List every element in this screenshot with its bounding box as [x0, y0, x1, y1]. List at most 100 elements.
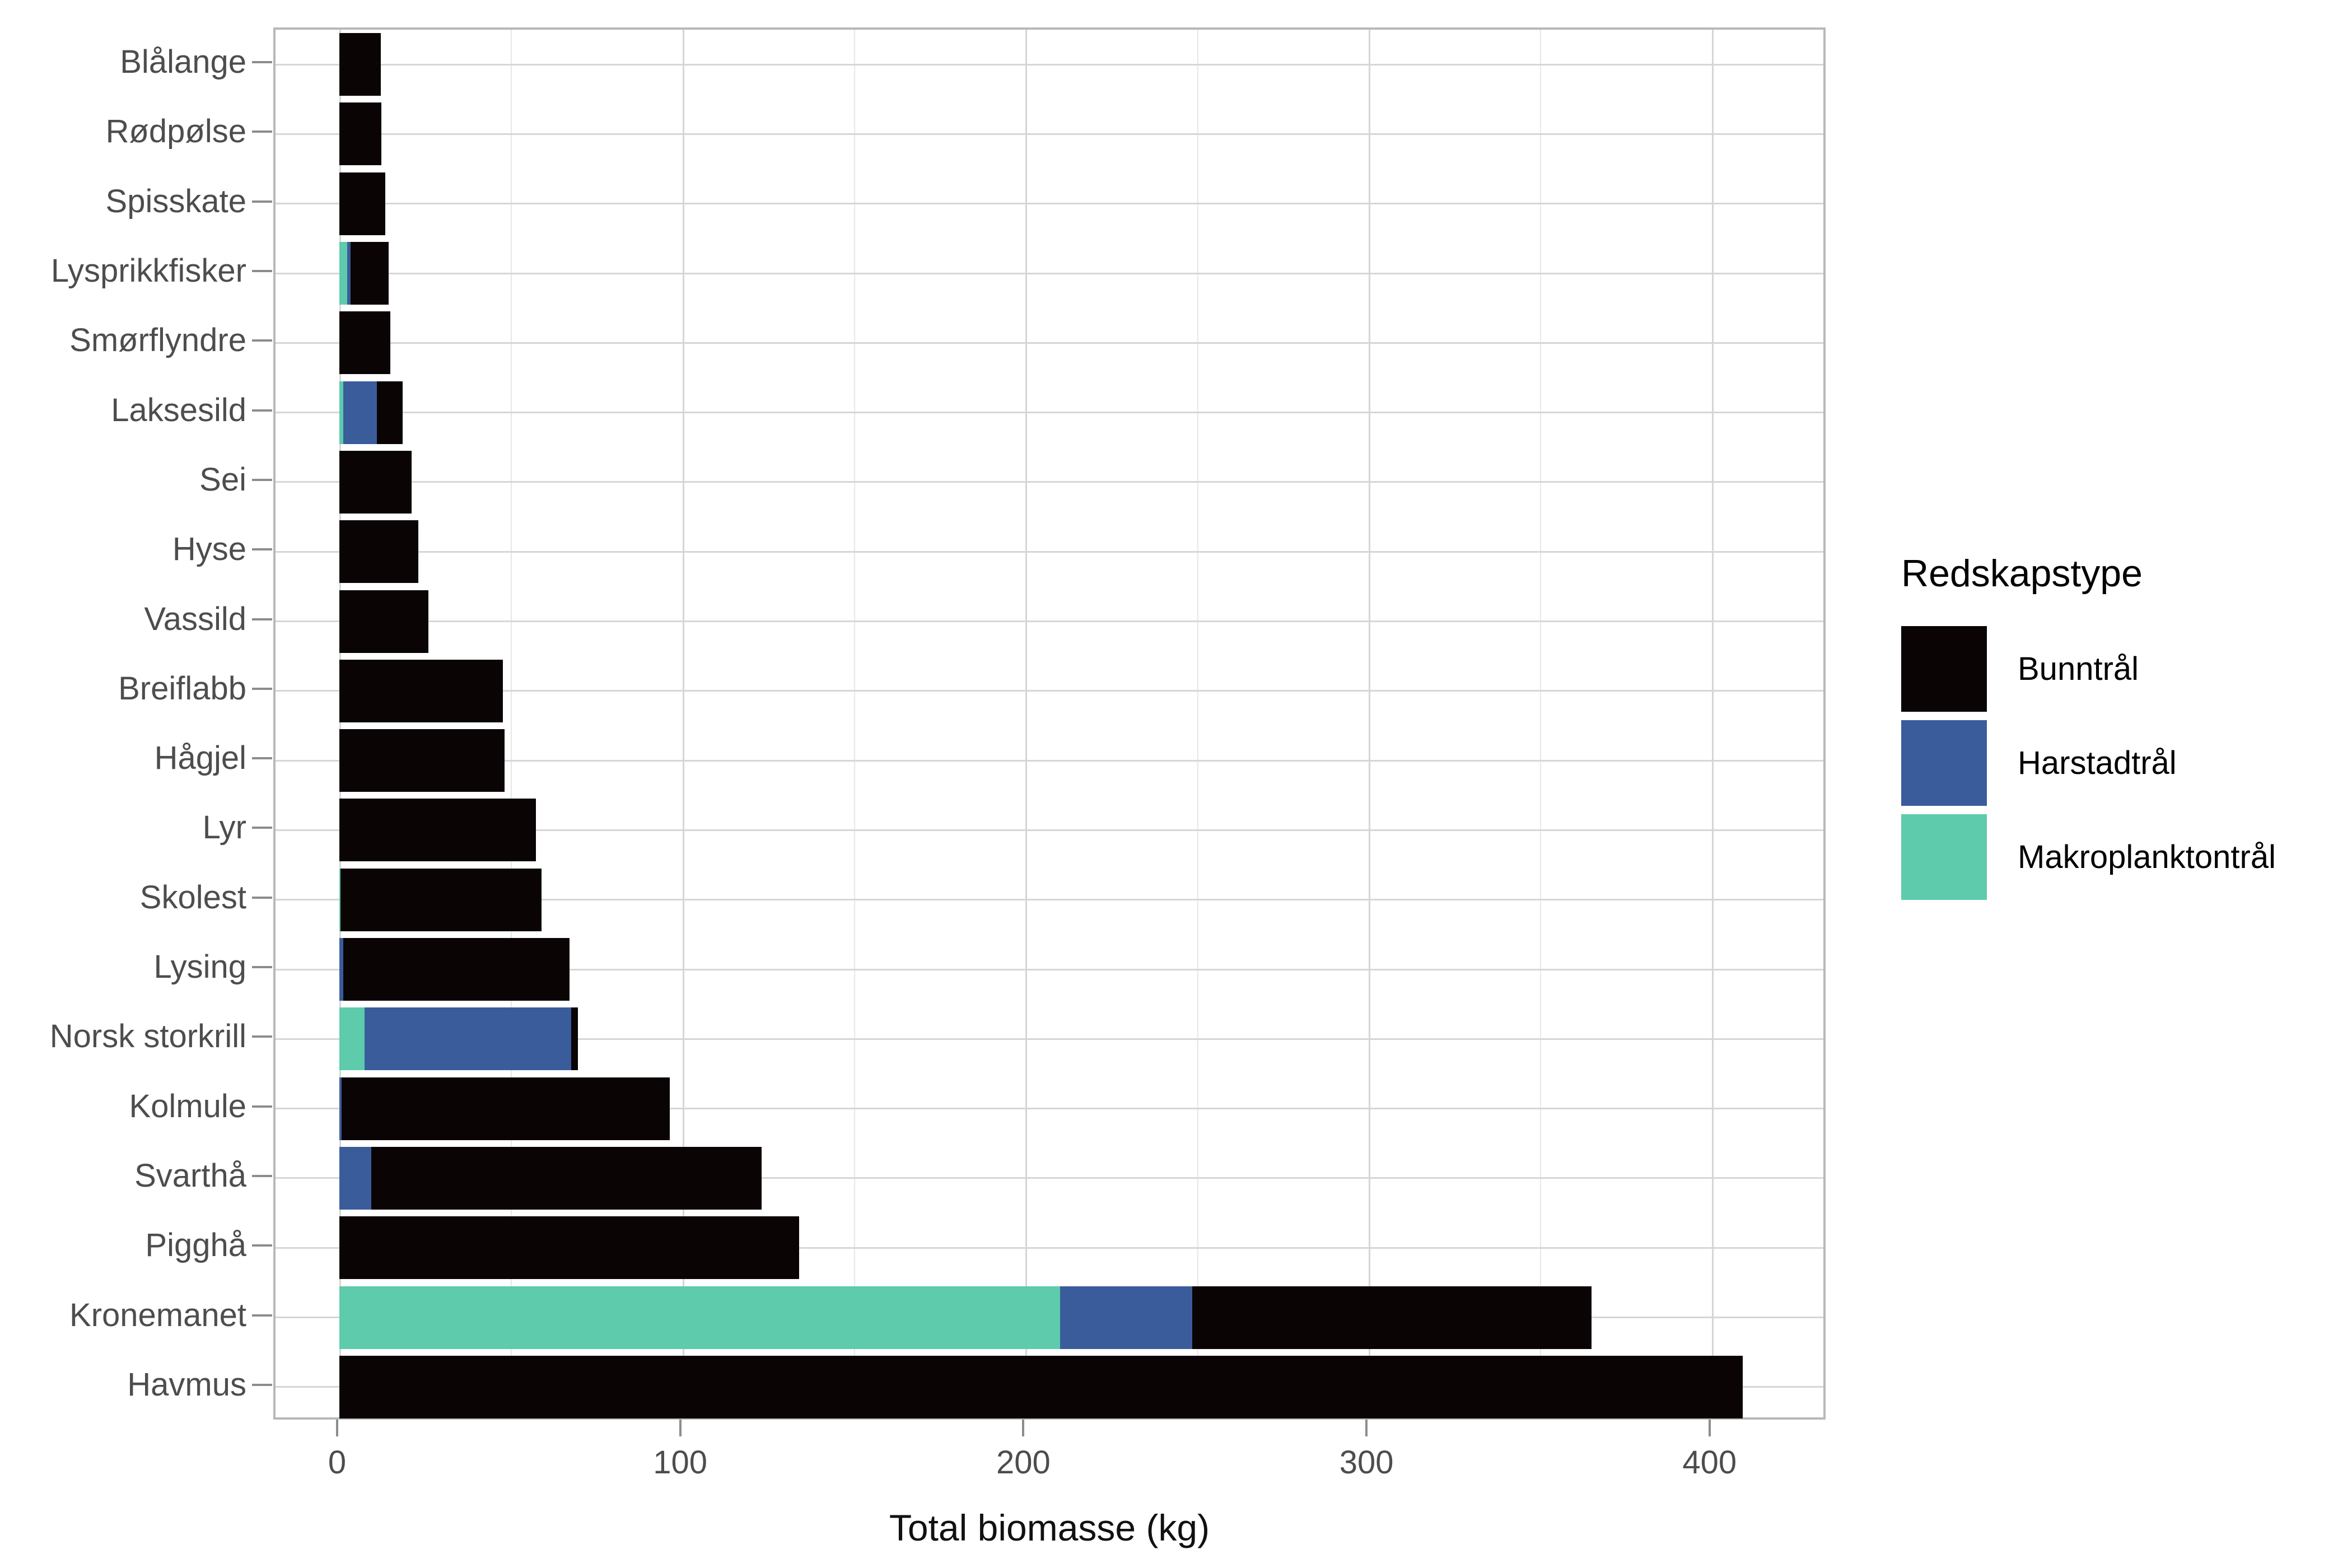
category-gridline: [276, 342, 1823, 344]
bar-segment-makroplanktontrål: [339, 242, 348, 305]
y-tick: [252, 618, 272, 620]
y-tick: [252, 966, 272, 969]
major-gridline: [1025, 30, 1028, 1417]
category-gridline: [276, 1177, 1823, 1179]
bar-segment-bunntrål: [339, 729, 505, 792]
minor-gridline: [511, 30, 512, 1417]
category-gridline: [276, 481, 1823, 483]
bar-segment-bunntrål: [571, 1007, 578, 1071]
category-gridline: [276, 203, 1823, 205]
bar-segment-bunntrål: [339, 1355, 1743, 1418]
legend-item-label: Makroplanktontrål: [2018, 839, 2276, 875]
y-axis-label: Kronemanet: [69, 1296, 246, 1333]
y-tick: [252, 1383, 272, 1386]
bar-segment-harstadtrål: [365, 1007, 572, 1071]
major-gridline: [682, 30, 684, 1417]
legend: Redskapstype Bunntrål Harstadtrål Makrop…: [1901, 552, 2276, 908]
x-tick: [1708, 1420, 1711, 1436]
y-tick: [252, 827, 272, 829]
y-axis-label: Breiflabb: [118, 670, 246, 707]
bar-segment-bunntrål: [339, 102, 382, 166]
legend-item-bunntral: Bunntrål: [1901, 626, 2276, 712]
y-axis-label: Vassild: [144, 600, 246, 637]
minor-gridline: [1197, 30, 1198, 1417]
y-tick: [252, 409, 272, 412]
bar-segment-bunntrål: [340, 868, 542, 931]
x-axis-tick-label: 400: [1682, 1444, 1737, 1481]
bar-segment-bunntrål: [339, 659, 503, 722]
y-tick: [252, 130, 272, 133]
bar-segment-bunntrål: [343, 938, 570, 1001]
x-axis-title: Total biomasse (kg): [889, 1507, 1210, 1548]
y-axis-label: Laksesild: [111, 391, 246, 428]
category-gridline: [276, 550, 1823, 553]
y-tick: [252, 270, 272, 273]
bar-segment-makroplanktontrål: [339, 1286, 1060, 1349]
y-axis-label: Hågjel: [154, 740, 246, 777]
y-tick: [252, 478, 272, 481]
y-axis-label: Havmus: [127, 1366, 246, 1403]
major-gridline: [339, 30, 341, 1417]
legend-item-harstadtral: Harstadtrål: [1901, 720, 2276, 806]
x-axis-tick-label: 300: [1339, 1444, 1394, 1481]
y-tick: [252, 1314, 272, 1317]
x-tick: [336, 1420, 338, 1436]
legend-key-swatch: [1901, 814, 1987, 900]
bar-segment-harstadtrål: [339, 938, 343, 1001]
minor-gridline: [1540, 30, 1542, 1417]
x-axis-tick-label: 200: [996, 1444, 1051, 1481]
bar-segment-bunntrål: [339, 311, 390, 375]
y-axis-label: Rødpølse: [105, 113, 246, 150]
y-tick: [252, 200, 272, 203]
category-gridline: [276, 1108, 1823, 1110]
y-axis-label: Sei: [199, 461, 246, 498]
minor-gridline: [854, 30, 856, 1417]
bar-segment-harstadtrål: [339, 1077, 342, 1140]
y-axis-label: Spisskate: [105, 183, 246, 220]
bar-segment-bunntrål: [339, 1216, 800, 1280]
legend-key-swatch: [1901, 720, 1987, 806]
bar-segment-bunntrål: [339, 33, 381, 96]
major-gridline: [1369, 30, 1371, 1417]
y-axis-label: Kolmule: [129, 1088, 246, 1124]
bar-segment-harstadtrål: [339, 1146, 371, 1210]
y-axis-label: Pigghå: [145, 1227, 246, 1264]
legend-item-makroplanktontral: Makroplanktontrål: [1901, 814, 2276, 900]
y-tick: [252, 548, 272, 551]
x-tick: [679, 1420, 682, 1436]
bar-segment-bunntrål: [376, 381, 403, 444]
category-gridline: [276, 1247, 1823, 1249]
y-axis-label: Hyse: [172, 531, 246, 568]
category-gridline: [276, 968, 1823, 970]
bar-segment-bunntrål: [342, 1077, 670, 1140]
category-gridline: [276, 1038, 1823, 1040]
category-gridline: [276, 272, 1823, 274]
legend-item-label: Bunntrål: [2018, 651, 2139, 687]
y-tick: [252, 339, 272, 342]
y-axis-label: Skolest: [139, 879, 246, 916]
y-tick: [252, 687, 272, 690]
category-gridline: [276, 899, 1823, 901]
bar-segment-bunntrål: [350, 242, 389, 305]
bar-segment-bunntrål: [371, 1146, 762, 1210]
bar-segment-makroplanktontrål: [339, 1007, 365, 1071]
category-gridline: [276, 829, 1823, 831]
y-tick: [252, 1035, 272, 1038]
y-tick: [252, 1105, 272, 1108]
major-gridline: [1711, 30, 1714, 1417]
y-axis-label: Lyr: [202, 809, 246, 846]
x-tick: [1022, 1420, 1025, 1436]
legend-title: Redskapstype: [1901, 552, 2143, 595]
bar-segment-bunntrål: [339, 520, 418, 584]
x-axis-tick-label: 100: [653, 1444, 708, 1481]
category-gridline: [276, 620, 1823, 623]
legend-item-label: Harstadtrål: [2018, 745, 2177, 781]
bar-segment-bunntrål: [339, 799, 536, 862]
y-tick: [252, 1244, 272, 1247]
bar-segment-makroplanktontrål: [339, 381, 344, 444]
bar-segment-harstadtrål: [343, 381, 377, 444]
bar-segment-bunntrål: [339, 450, 412, 514]
bar-segment-makroplanktontrål: [339, 868, 341, 931]
bar-segment-harstadtrål: [1060, 1286, 1192, 1349]
